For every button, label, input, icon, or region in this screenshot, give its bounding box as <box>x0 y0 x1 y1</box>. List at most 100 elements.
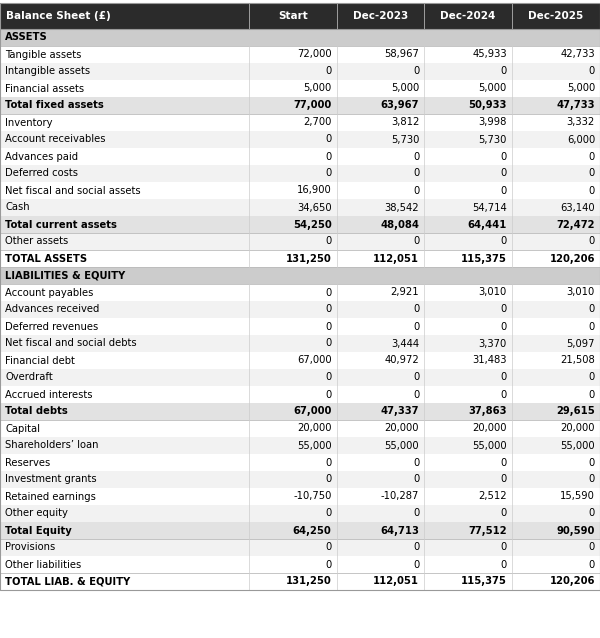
Text: 0: 0 <box>500 390 507 399</box>
Text: Advances paid: Advances paid <box>5 151 78 161</box>
Text: 0: 0 <box>325 322 332 332</box>
Text: 112,051: 112,051 <box>373 253 419 263</box>
Text: 50,933: 50,933 <box>469 101 507 110</box>
Bar <box>0 573 600 590</box>
Text: 67,000: 67,000 <box>293 406 332 417</box>
Text: 0: 0 <box>413 508 419 519</box>
Text: -10,287: -10,287 <box>381 491 419 501</box>
Text: 77,000: 77,000 <box>293 101 332 110</box>
Text: 0: 0 <box>413 237 419 246</box>
Text: 0: 0 <box>325 390 332 399</box>
Text: 77,512: 77,512 <box>468 526 507 535</box>
Text: Capital: Capital <box>5 424 40 433</box>
Text: TOTAL LIAB. & EQUITY: TOTAL LIAB. & EQUITY <box>5 577 130 586</box>
Bar <box>0 29 600 46</box>
Text: LIABILITIES & EQUITY: LIABILITIES & EQUITY <box>5 271 125 281</box>
Text: 16,900: 16,900 <box>297 186 332 195</box>
Bar <box>0 505 600 522</box>
Text: 115,375: 115,375 <box>461 253 507 263</box>
Text: 5,000: 5,000 <box>304 84 332 94</box>
Text: Reserves: Reserves <box>5 457 50 468</box>
Text: Retained earnings: Retained earnings <box>5 491 96 501</box>
Text: 31,483: 31,483 <box>472 355 507 366</box>
Text: 72,472: 72,472 <box>557 219 595 230</box>
Text: 90,590: 90,590 <box>557 526 595 535</box>
Bar <box>0 471 600 488</box>
Text: Start: Start <box>278 11 308 21</box>
Text: 0: 0 <box>325 475 332 484</box>
Text: 15,590: 15,590 <box>560 491 595 501</box>
Text: Total Equity: Total Equity <box>5 526 72 535</box>
Text: 48,084: 48,084 <box>380 219 419 230</box>
Text: 0: 0 <box>589 457 595 468</box>
Text: 0: 0 <box>589 508 595 519</box>
Text: 0: 0 <box>413 304 419 315</box>
Text: Total current assets: Total current assets <box>5 219 117 230</box>
Text: 0: 0 <box>413 457 419 468</box>
Text: 20,000: 20,000 <box>472 424 507 433</box>
Bar <box>0 284 600 301</box>
Text: 2,921: 2,921 <box>391 288 419 297</box>
Text: 0: 0 <box>589 475 595 484</box>
Text: -10,750: -10,750 <box>293 491 332 501</box>
Text: 0: 0 <box>500 304 507 315</box>
Bar <box>0 3 600 29</box>
Text: Deferred revenues: Deferred revenues <box>5 322 98 332</box>
Text: 0: 0 <box>413 542 419 553</box>
Text: 0: 0 <box>500 373 507 383</box>
Text: 3,010: 3,010 <box>567 288 595 297</box>
Text: 0: 0 <box>325 508 332 519</box>
Text: 2,700: 2,700 <box>303 117 332 128</box>
Text: 120,206: 120,206 <box>550 577 595 586</box>
Bar <box>0 97 600 114</box>
Text: 34,650: 34,650 <box>297 202 332 212</box>
Text: 20,000: 20,000 <box>560 424 595 433</box>
Text: 0: 0 <box>413 168 419 179</box>
Bar <box>0 182 600 199</box>
Bar <box>0 335 600 352</box>
Bar <box>0 199 600 216</box>
Text: 58,967: 58,967 <box>385 50 419 59</box>
Text: 0: 0 <box>589 168 595 179</box>
Text: Dec-2025: Dec-2025 <box>528 11 584 21</box>
Bar <box>0 267 600 284</box>
Text: 6,000: 6,000 <box>567 135 595 144</box>
Text: 0: 0 <box>589 66 595 77</box>
Text: Tangible assets: Tangible assets <box>5 50 82 59</box>
Text: 5,097: 5,097 <box>566 339 595 348</box>
Text: 0: 0 <box>589 560 595 570</box>
Text: 3,812: 3,812 <box>391 117 419 128</box>
Text: 3,370: 3,370 <box>479 339 507 348</box>
Text: 0: 0 <box>589 390 595 399</box>
Text: 120,206: 120,206 <box>550 253 595 263</box>
Bar <box>0 369 600 386</box>
Text: 2,512: 2,512 <box>478 491 507 501</box>
Text: 0: 0 <box>325 288 332 297</box>
Text: TOTAL ASSETS: TOTAL ASSETS <box>5 253 87 263</box>
Text: 64,250: 64,250 <box>293 526 332 535</box>
Text: 3,444: 3,444 <box>391 339 419 348</box>
Text: 5,000: 5,000 <box>479 84 507 94</box>
Text: Overdraft: Overdraft <box>5 373 53 383</box>
Text: 3,010: 3,010 <box>479 288 507 297</box>
Text: 55,000: 55,000 <box>297 440 332 450</box>
Text: 72,000: 72,000 <box>297 50 332 59</box>
Text: 115,375: 115,375 <box>461 577 507 586</box>
Text: 0: 0 <box>589 373 595 383</box>
Text: 20,000: 20,000 <box>297 424 332 433</box>
Text: 3,332: 3,332 <box>567 117 595 128</box>
Text: 21,508: 21,508 <box>560 355 595 366</box>
Text: 0: 0 <box>589 322 595 332</box>
Text: 0: 0 <box>325 135 332 144</box>
Text: 0: 0 <box>413 151 419 161</box>
Text: 67,000: 67,000 <box>297 355 332 366</box>
Text: 0: 0 <box>589 542 595 553</box>
Bar <box>0 352 600 369</box>
Text: 64,441: 64,441 <box>467 219 507 230</box>
Text: 5,000: 5,000 <box>391 84 419 94</box>
Text: 0: 0 <box>325 542 332 553</box>
Text: 0: 0 <box>325 66 332 77</box>
Bar <box>0 454 600 471</box>
Text: Financial debt: Financial debt <box>5 355 75 366</box>
Bar <box>0 165 600 182</box>
